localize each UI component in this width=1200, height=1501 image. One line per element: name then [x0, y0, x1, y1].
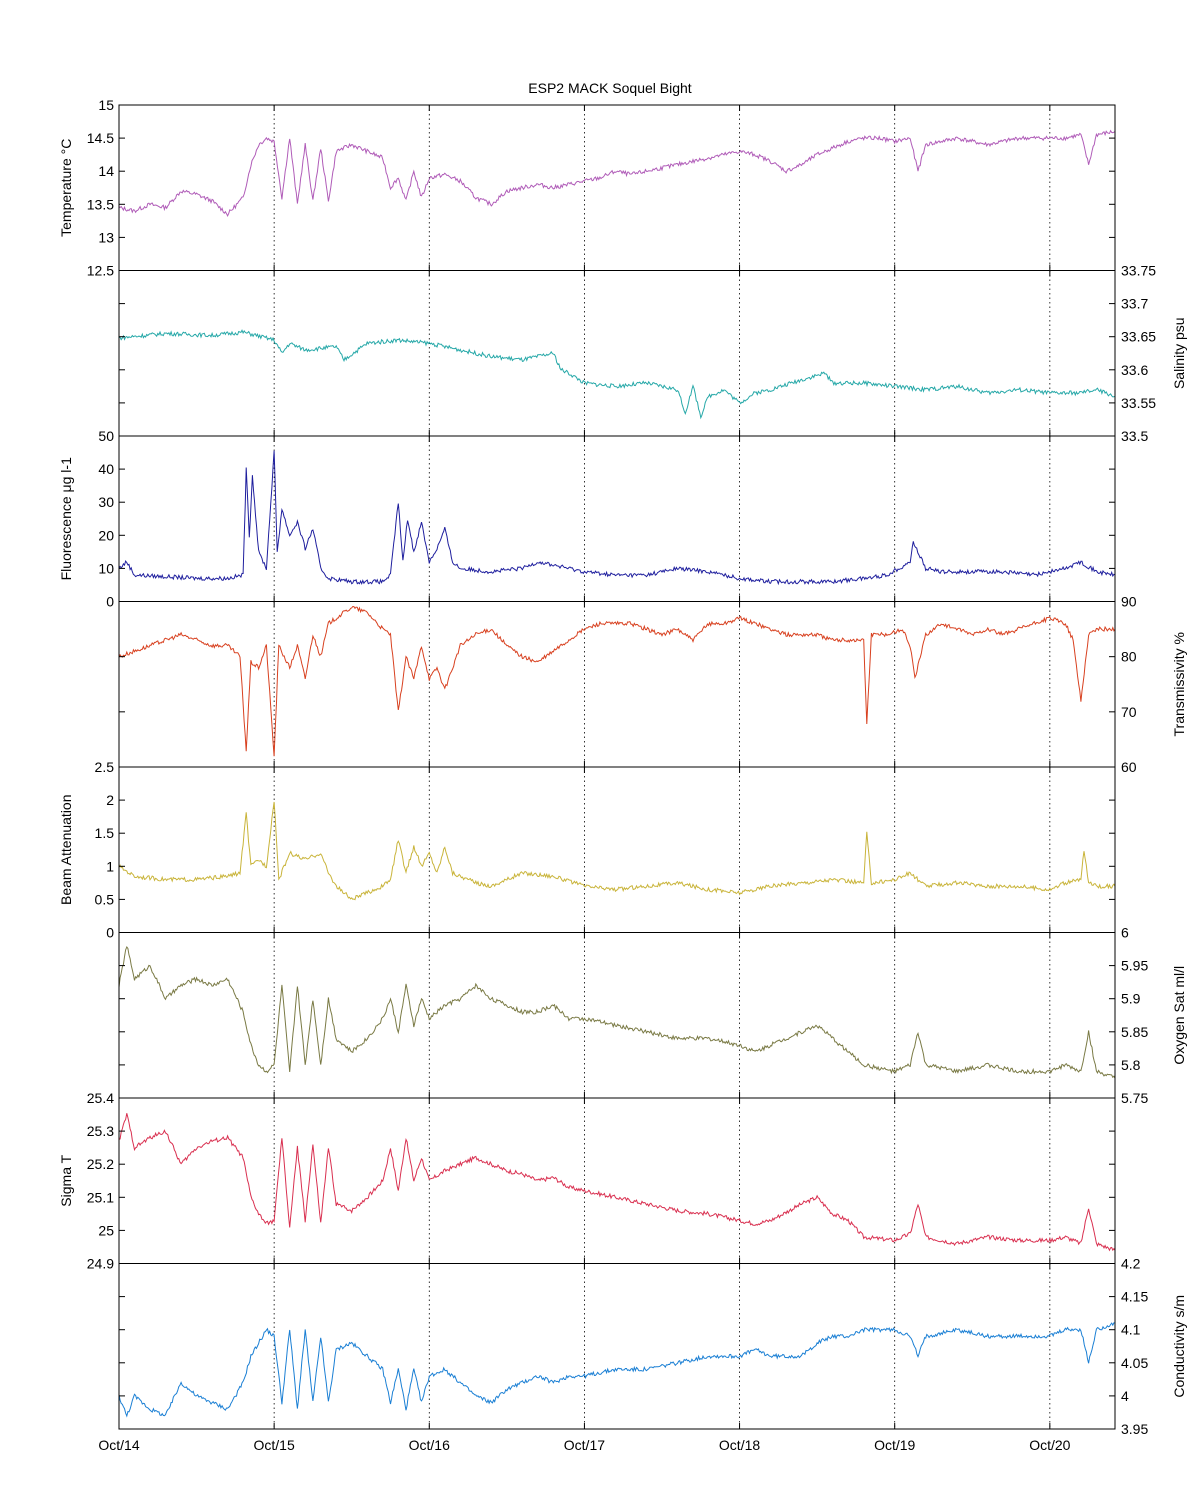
ytick-label-fluorescence: 50: [98, 428, 114, 444]
series-line-conductivity: [118, 1322, 1116, 1418]
ylabel-temperature: Temperature °C: [58, 139, 74, 237]
ytick-label-temperature: 15: [98, 97, 114, 113]
ylabel-sigma_t: Sigma T: [58, 1154, 74, 1206]
ytick-label-transmissivity: 60: [1121, 759, 1137, 775]
series-line-sigma_t: [118, 1113, 1116, 1252]
ylabel-salinity: Salinity psu: [1171, 317, 1187, 389]
xtick-label: Oct/18: [719, 1437, 760, 1453]
ytick-label-oxygen_sat: 6: [1121, 925, 1129, 941]
panel-frame-temperature: [118, 104, 1116, 271]
ytick-label-beam_attenuation: 1.5: [95, 825, 115, 841]
ytick-label-beam_attenuation: 2.5: [95, 759, 115, 775]
ytick-label-beam_attenuation: 0: [106, 925, 114, 941]
ylabel-conductivity: Conductivity s/m: [1171, 1295, 1187, 1398]
ytick-label-transmissivity: 80: [1121, 649, 1137, 665]
panel-oxygen_sat: 5.75 5.8 5.85 5.9 5.95 6 Oxygen Sat ml/l: [118, 925, 1187, 1106]
ytick-label-salinity: 33.65: [1121, 329, 1156, 345]
panel-frame-transmissivity: [118, 601, 1116, 768]
panel-beam_attenuation: 0 0.5 1 1.5 2 2.5 Beam Attenuation: [58, 759, 1116, 941]
ytick-label-oxygen_sat: 5.95: [1121, 958, 1148, 974]
panel-frame-conductivity: [118, 1263, 1116, 1430]
series-line-temperature: [118, 129, 1116, 218]
ylabel-oxygen_sat: Oxygen Sat ml/l: [1171, 966, 1187, 1065]
ytick-label-sigma_t: 24.9: [87, 1256, 114, 1272]
ytick-label-beam_attenuation: 1: [106, 858, 114, 874]
ytick-label-salinity: 33.5: [1121, 428, 1148, 444]
ytick-label-conductivity: 4.05: [1121, 1355, 1148, 1371]
panel-sigma_t: 24.9 25 25.1 25.2 25.3 25.4 Sigma T: [58, 1090, 1116, 1272]
panel-conductivity: 3.95 4 4.05 4.1 4.15 4.2 Conductivity s/m: [118, 1256, 1187, 1437]
x-axis: Oct/14 Oct/15 Oct/16 Oct/17 Oct/18 Oct/19 Oct/…: [98, 1437, 1070, 1453]
panel-fluorescence: 0 10 20 30 40 50 Fluorescence μg l-1: [58, 428, 1116, 610]
ytick-label-fluorescence: 20: [98, 527, 114, 543]
series-line-fluorescence: [118, 450, 1116, 586]
panel-frame-salinity: [118, 270, 1116, 437]
ytick-label-temperature: 14: [98, 163, 114, 179]
ytick-label-conductivity: 4.1: [1121, 1322, 1141, 1338]
ytick-label-fluorescence: 30: [98, 494, 114, 510]
xtick-label: Oct/14: [98, 1437, 139, 1453]
ytick-label-salinity: 33.75: [1121, 263, 1156, 279]
ytick-label-fluorescence: 0: [106, 594, 114, 610]
xtick-label: Oct/16: [409, 1437, 450, 1453]
xtick-label: Oct/20: [1029, 1437, 1070, 1453]
ytick-label-conductivity: 3.95: [1121, 1421, 1148, 1437]
ytick-label-sigma_t: 25.3: [87, 1123, 114, 1139]
ytick-label-fluorescence: 10: [98, 560, 114, 576]
ytick-label-salinity: 33.7: [1121, 296, 1148, 312]
chart-title: ESP2 MACK Soquel Bight: [528, 80, 692, 96]
panel-salinity: 33.5 33.55 33.6 33.65 33.7 33.75 Salinity psu: [118, 263, 1187, 444]
ytick-label-sigma_t: 25.2: [87, 1156, 114, 1172]
ytick-label-conductivity: 4: [1121, 1388, 1129, 1404]
series-line-transmissivity: [118, 605, 1116, 757]
ytick-label-transmissivity: 90: [1121, 594, 1137, 610]
ytick-label-oxygen_sat: 5.8: [1121, 1057, 1141, 1073]
ytick-label-temperature: 13: [98, 229, 114, 245]
series-line-oxygen_sat: [118, 945, 1116, 1079]
ytick-label-sigma_t: 25.1: [87, 1189, 114, 1205]
ytick-label-temperature: 12.5: [87, 263, 114, 279]
ytick-label-salinity: 33.6: [1121, 362, 1148, 378]
ytick-label-oxygen_sat: 5.9: [1121, 991, 1141, 1007]
panel-frame-oxygen_sat: [118, 932, 1116, 1099]
series-line-beam_attenuation: [118, 801, 1116, 901]
ytick-label-conductivity: 4.15: [1121, 1289, 1148, 1305]
panel-frame-fluorescence: [118, 435, 1116, 602]
ylabel-fluorescence: Fluorescence μg l-1: [58, 457, 74, 580]
panel-transmissivity: 60 70 80 90 Transmissivity %: [118, 594, 1187, 775]
ytick-label-salinity: 33.55: [1121, 395, 1156, 411]
xtick-label: Oct/19: [874, 1437, 915, 1453]
ytick-label-conductivity: 4.2: [1121, 1256, 1141, 1272]
ytick-label-sigma_t: 25: [98, 1222, 114, 1238]
xtick-label: Oct/17: [564, 1437, 605, 1453]
series-line-salinity: [118, 329, 1116, 420]
ytick-label-beam_attenuation: 2: [106, 792, 114, 808]
panel-temperature: 12.5 13 13.5 14 14.5 15 Temperature °C: [58, 97, 1116, 279]
ytick-label-beam_attenuation: 0.5: [95, 891, 115, 907]
ytick-label-temperature: 14.5: [87, 130, 114, 146]
ylabel-transmissivity: Transmissivity %: [1171, 632, 1187, 737]
ytick-label-oxygen_sat: 5.85: [1121, 1024, 1148, 1040]
xtick-label: Oct/15: [254, 1437, 295, 1453]
ytick-label-sigma_t: 25.4: [87, 1090, 114, 1106]
ytick-label-oxygen_sat: 5.75: [1121, 1090, 1148, 1106]
ytick-label-transmissivity: 70: [1121, 704, 1137, 720]
ytick-label-temperature: 13.5: [87, 196, 114, 212]
ylabel-beam_attenuation: Beam Attenuation: [58, 794, 74, 905]
panel-frame-sigma_t: [118, 1097, 1116, 1264]
ytick-label-fluorescence: 40: [98, 461, 114, 477]
